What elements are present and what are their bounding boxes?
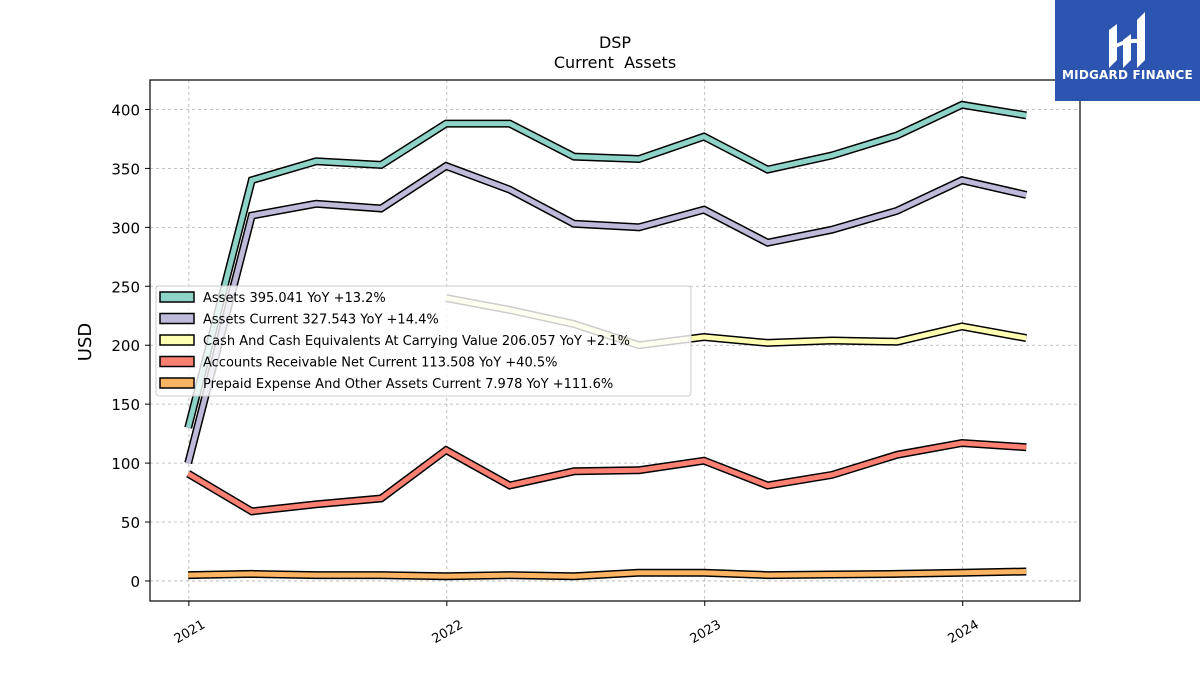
legend-entry: Cash And Cash Equivalents At Carrying Va… [203,334,630,349]
y-tick-label: 400 [111,101,140,119]
chart-title: DSP [599,33,631,52]
legend-swatch [159,377,195,389]
y-tick-label: 300 [111,219,140,237]
midgard-logo-icon [1109,12,1145,68]
legend-box [155,285,692,397]
x-tick-label: 2023 [688,617,724,647]
legend-entry: Assets Current 327.543 YoY +14.4% [203,313,439,328]
legend: Assets 395.041 YoY +13.2% Assets Current … [155,285,692,397]
series-line-2 [184,161,1028,465]
chart-subtitle: Current Assets [554,53,676,72]
series-line-5 [188,567,1027,581]
x-tick-label: 2021 [172,617,208,647]
y-tick-label: 100 [111,455,140,473]
y-tick-label: 150 [111,396,140,414]
legend-swatch [159,334,195,346]
series-stroke [185,163,1027,464]
legend-swatch [159,291,195,303]
plot-frame [149,79,1081,602]
legend-swatch [159,312,195,325]
series-stroke [188,569,1027,579]
legend-entry: Assets 395.041 YoY +13.2% [203,291,386,306]
logo-text: MIDGARD FINANCE [1062,68,1193,82]
y-tick-label: 50 [121,514,140,532]
x-tick-label: 2024 [946,617,982,647]
y-tick-label: 250 [111,278,140,296]
brand-logo: MIDGARD FINANCE [1055,0,1200,101]
series-stroke [185,102,1027,429]
series-stroke [186,440,1027,514]
series-line-1 [184,100,1027,429]
y-axis-label: USD [75,323,96,361]
y-tick-label: 200 [111,337,140,355]
legend-entry: Prepaid Expense And Other Assets Current… [203,377,613,392]
series-line-4 [186,438,1027,516]
legend-swatch [159,355,195,368]
y-tick-label: 0 [130,573,140,591]
x-tick-label: 2022 [430,617,466,647]
y-tick-label: 350 [111,160,140,178]
legend-entry: Accounts Receivable Net Current 113.508 … [203,356,558,371]
